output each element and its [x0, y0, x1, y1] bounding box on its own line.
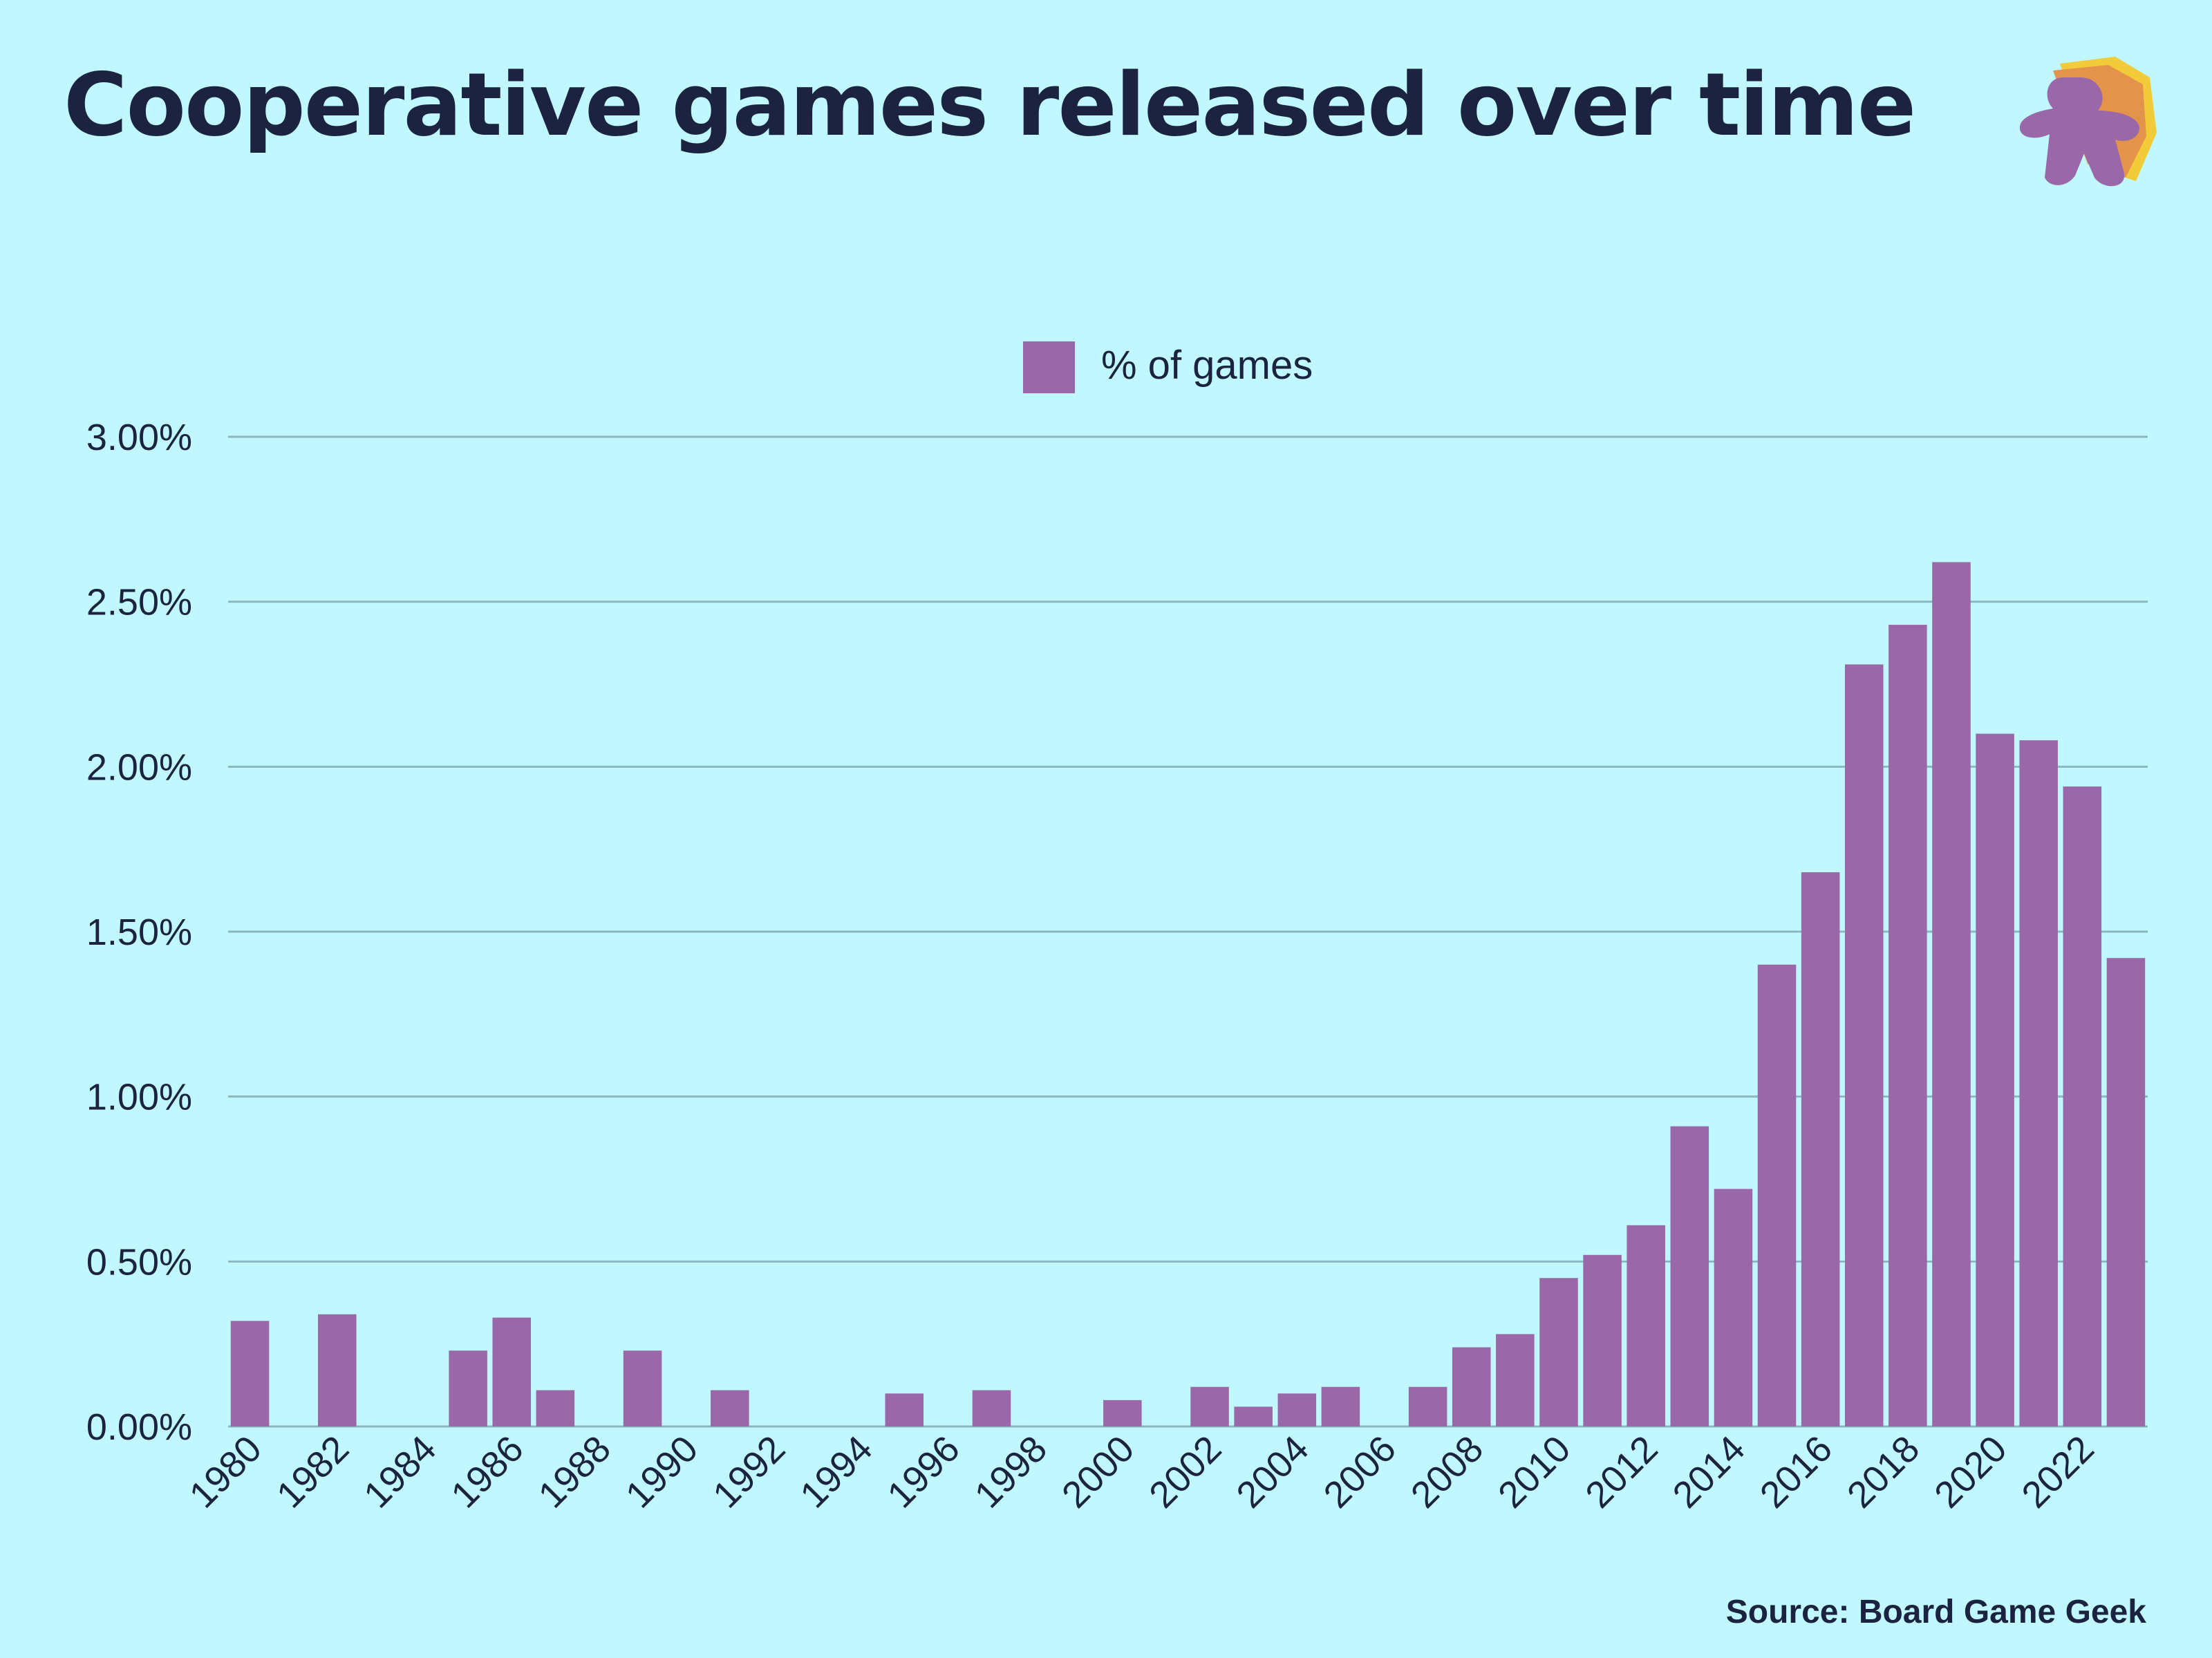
x-tick-label: 2004 — [1228, 1428, 1316, 1516]
x-tick-label: 2016 — [1752, 1428, 1840, 1516]
x-tick-label: 2020 — [1927, 1428, 2014, 1516]
x-tick-label: 2006 — [1316, 1428, 1404, 1516]
x-tick-label: 1998 — [967, 1428, 1055, 1516]
x-tick-label: 2012 — [1577, 1428, 1665, 1516]
y-tick-label: 1.00% — [86, 1077, 192, 1118]
y-tick-label: 0.00% — [86, 1406, 192, 1448]
bar-1982 — [318, 1314, 357, 1426]
x-tick-label: 1986 — [443, 1428, 531, 1516]
y-tick-label: 3.00% — [86, 417, 192, 458]
bar-2003 — [1234, 1406, 1273, 1426]
legend-swatch — [1023, 341, 1075, 393]
bar-2004 — [1277, 1393, 1317, 1426]
bar-2015 — [1757, 964, 1797, 1426]
x-tick-label: 1980 — [182, 1428, 270, 1516]
y-tick-label: 2.50% — [86, 582, 192, 623]
x-tick-label: 2018 — [1839, 1428, 1927, 1516]
bar-1980 — [230, 1321, 270, 1426]
bar-1997 — [972, 1390, 1011, 1426]
x-tick-label: 1996 — [879, 1428, 967, 1516]
x-tick-label: 2022 — [2014, 1428, 2101, 1516]
bar-2005 — [1321, 1386, 1360, 1426]
bar-2011 — [1583, 1254, 1622, 1426]
x-tick-label: 1984 — [356, 1428, 444, 1516]
bar-2023 — [2106, 958, 2146, 1426]
x-tick-label: 2014 — [1665, 1428, 1753, 1516]
legend-label: % of games — [1101, 343, 1313, 388]
x-tick-label: 1982 — [269, 1428, 357, 1516]
bar-2016 — [1801, 872, 1840, 1426]
bar-2018 — [1888, 625, 1927, 1426]
meeple-icon — [2019, 57, 2157, 187]
bar-1995 — [885, 1393, 924, 1426]
source-note: Source: Board Game Geek — [1725, 1594, 2146, 1630]
bar-2009 — [1496, 1334, 1535, 1426]
x-tick-label: 1990 — [618, 1428, 706, 1516]
bar-2000 — [1103, 1400, 1142, 1426]
x-tick-label: 1992 — [705, 1428, 793, 1516]
bar-1985 — [449, 1350, 487, 1426]
y-tick-label: 0.50% — [86, 1241, 192, 1283]
bar-2007 — [1408, 1386, 1447, 1426]
bar-1991 — [711, 1390, 749, 1426]
bar-1987 — [536, 1390, 575, 1426]
bar-2017 — [1844, 664, 1884, 1426]
x-tick-label: 1988 — [531, 1428, 619, 1516]
bar-1989 — [623, 1350, 662, 1426]
bar-2010 — [1539, 1278, 1578, 1426]
bar-2008 — [1452, 1347, 1491, 1426]
bar-2012 — [1627, 1225, 1665, 1426]
bar-1986 — [492, 1317, 532, 1426]
bar-2021 — [2019, 740, 2058, 1426]
bar-2019 — [1932, 562, 1971, 1426]
bar-2020 — [1976, 733, 2014, 1426]
x-tick-label: 1994 — [792, 1428, 880, 1516]
bar-2002 — [1190, 1386, 1229, 1426]
chart-title: Cooperative games released over time — [64, 54, 1916, 156]
bar-2022 — [2063, 786, 2102, 1426]
x-tick-label: 2002 — [1141, 1428, 1229, 1516]
x-tick-label: 2008 — [1403, 1428, 1491, 1516]
bar-2013 — [1670, 1126, 1709, 1426]
y-tick-label: 2.00% — [86, 746, 192, 788]
x-tick-label: 2000 — [1054, 1428, 1142, 1516]
x-tick-label: 2010 — [1490, 1428, 1578, 1516]
bar-2014 — [1714, 1189, 1753, 1426]
y-tick-label: 1.50% — [86, 912, 192, 953]
